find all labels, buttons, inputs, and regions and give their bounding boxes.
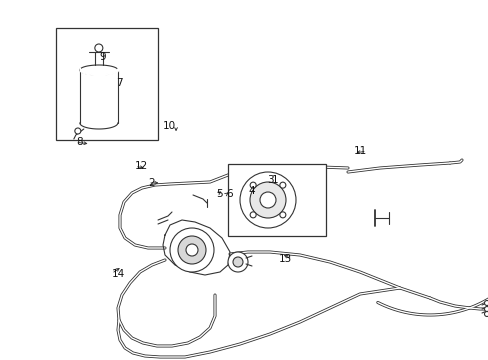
Circle shape (185, 244, 198, 256)
Text: 12: 12 (135, 161, 148, 171)
Circle shape (75, 128, 81, 134)
Text: 2: 2 (148, 178, 155, 188)
Text: 6: 6 (225, 189, 232, 199)
Circle shape (260, 192, 275, 208)
Text: 9: 9 (99, 52, 106, 62)
Circle shape (170, 228, 214, 272)
Text: 14: 14 (111, 269, 124, 279)
Circle shape (250, 182, 256, 188)
Text: 10: 10 (163, 121, 176, 131)
Circle shape (279, 182, 285, 188)
Circle shape (178, 236, 205, 264)
Text: 5: 5 (216, 189, 223, 199)
Text: 4: 4 (248, 186, 255, 196)
Text: 7: 7 (115, 78, 122, 88)
Circle shape (484, 301, 488, 306)
Text: 13: 13 (279, 254, 292, 264)
Circle shape (249, 182, 285, 218)
Circle shape (240, 172, 295, 228)
Circle shape (227, 252, 247, 272)
Circle shape (484, 311, 488, 316)
Text: 1: 1 (271, 175, 278, 185)
Circle shape (232, 257, 243, 267)
Bar (56, 28, 158, 140)
Text: 11: 11 (353, 146, 366, 156)
Text: 8: 8 (76, 137, 82, 147)
Circle shape (250, 212, 256, 218)
Text: 3: 3 (266, 175, 273, 185)
Circle shape (484, 306, 488, 311)
Bar (227, 164, 325, 236)
Circle shape (95, 44, 102, 52)
Circle shape (279, 212, 285, 218)
